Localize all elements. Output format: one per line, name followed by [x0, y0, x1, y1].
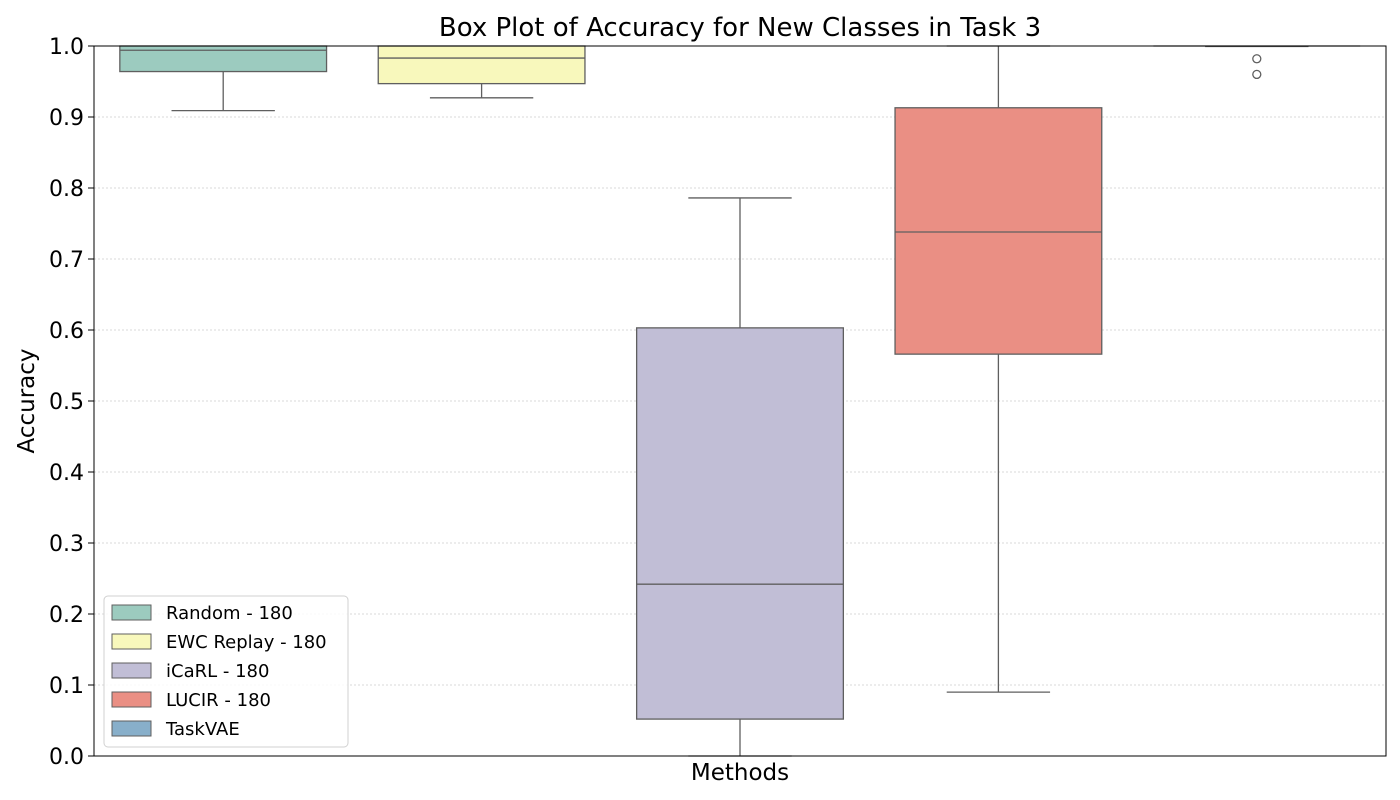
- legend-label: EWC Replay - 180: [166, 632, 327, 653]
- y-tick-label: 0.3: [49, 532, 84, 557]
- box-5: [1153, 45, 1361, 80]
- y-tick-label: 0.5: [49, 390, 84, 415]
- y-axis-ticks: 0.0 0.1 0.2 0.3 0.4 0.5 0.6 0.7 0.8 0.9 1.0: [49, 35, 94, 770]
- legend-label: Random - 180: [166, 603, 293, 624]
- y-tick-label: 0.7: [49, 248, 84, 273]
- y-tick-label: 0.8: [49, 177, 84, 202]
- boxes: [119, 45, 1361, 757]
- y-tick-label: 0.1: [49, 674, 84, 699]
- box-4: [894, 45, 1103, 693]
- legend-swatch: [111, 662, 152, 679]
- legend-item: Random - 180: [111, 603, 293, 624]
- legend-item: EWC Replay - 180: [111, 632, 327, 653]
- box-body: [894, 107, 1103, 355]
- legend-label: TaskVAE: [165, 719, 240, 740]
- y-tick-label: 0.2: [49, 603, 84, 628]
- box-body: [635, 327, 845, 720]
- x-axis-label: Methods: [691, 760, 789, 786]
- legend: Random - 180 EWC Replay - 180 iCaRL - 180 L…: [103, 595, 349, 748]
- legend-frame: [103, 595, 349, 748]
- y-tick-label: 0.9: [49, 106, 84, 131]
- legend-swatch: [111, 633, 152, 650]
- legend-item: LUCIR - 180: [111, 690, 271, 711]
- box-3: [635, 197, 845, 757]
- legend-item: iCaRL - 180: [111, 661, 269, 682]
- y-tick-label: 0.0: [49, 745, 84, 770]
- y-tick-label: 0.6: [49, 319, 84, 344]
- y-axis-label: Accuracy: [14, 348, 40, 453]
- legend-label: LUCIR - 180: [166, 690, 271, 711]
- outlier-point: [1252, 54, 1262, 64]
- legend-swatch: [111, 604, 152, 621]
- box-2: [377, 45, 586, 99]
- outlier-point: [1252, 69, 1262, 80]
- legend-swatch: [111, 691, 152, 708]
- y-tick-label: 1.0: [49, 35, 84, 60]
- y-tick-label: 0.4: [49, 461, 84, 486]
- box-body: [377, 45, 586, 85]
- chart-title: Box Plot of Accuracy for New Classes in …: [439, 13, 1041, 43]
- box-1: [119, 45, 328, 112]
- legend-swatch: [111, 720, 152, 737]
- legend-label: iCaRL - 180: [166, 661, 269, 682]
- legend-item: TaskVAE: [111, 719, 240, 740]
